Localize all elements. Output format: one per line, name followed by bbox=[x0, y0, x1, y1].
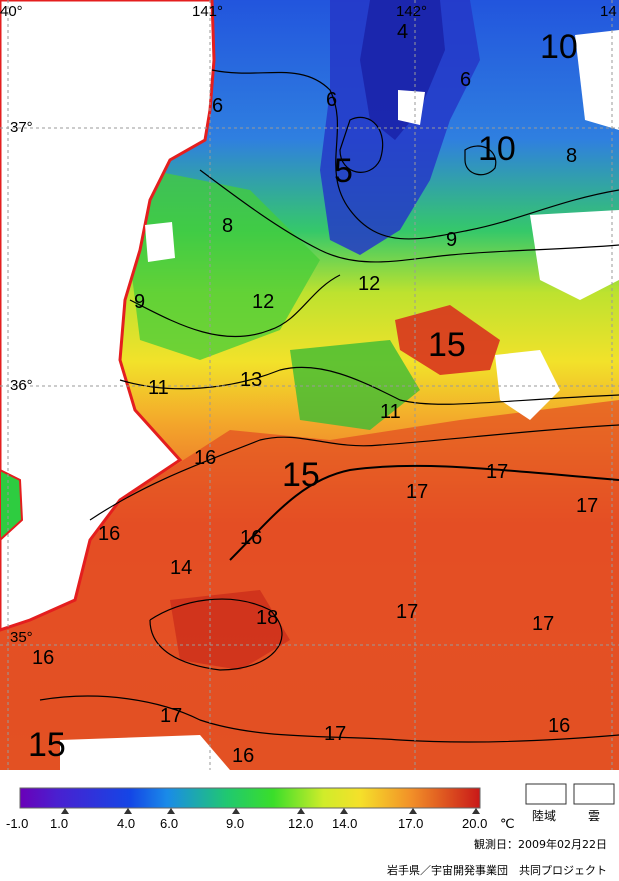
credit-line: 岩手県／宇宙開発事業団 共同プロジェクト bbox=[387, 864, 607, 877]
isotherm-label: 6 bbox=[326, 89, 337, 111]
warm-water-south bbox=[0, 400, 619, 770]
isotherm-label: 16 bbox=[32, 647, 54, 669]
scale-tick-label: 6.0 bbox=[160, 816, 178, 831]
cloud-sw bbox=[60, 735, 230, 770]
isotherm-label: 14 bbox=[170, 557, 192, 579]
cloud-coast bbox=[145, 222, 175, 262]
isotherm-label: 11 bbox=[148, 377, 169, 399]
scale-tick-label: 1.0 bbox=[50, 816, 68, 831]
lon-label-141: 141° bbox=[192, 3, 223, 20]
isotherm-label: 15 bbox=[428, 326, 466, 364]
deep-cold-core bbox=[360, 0, 445, 140]
isotherm-label: 17 bbox=[532, 613, 554, 635]
isotherm-label: 16 bbox=[194, 447, 216, 469]
isotherm-label: 17 bbox=[160, 705, 182, 727]
color-scale-bar bbox=[19, 787, 481, 809]
isotherm-label: 10 bbox=[540, 28, 578, 66]
warm-core-18 bbox=[170, 590, 290, 670]
green-zone-central bbox=[290, 340, 420, 430]
land-label: 陸域 bbox=[532, 809, 556, 823]
isotherm-label: 17 bbox=[486, 461, 508, 483]
lat-label-35: 35° bbox=[10, 629, 33, 646]
scale-tick-markers bbox=[61, 808, 480, 814]
scale-tick-label: 4.0 bbox=[117, 816, 135, 831]
isotherm-label: 6 bbox=[460, 69, 471, 91]
isotherm-label: 9 bbox=[446, 229, 457, 251]
cloud-east-2 bbox=[495, 350, 560, 420]
lat-lon-grid bbox=[0, 0, 619, 770]
cloud-swatch bbox=[573, 783, 615, 805]
isotherm-label: 11 bbox=[380, 401, 401, 423]
scale-tick-label: 14.0 bbox=[332, 816, 357, 831]
cloud-small bbox=[398, 90, 425, 125]
isotherm-label: 13 bbox=[240, 369, 262, 391]
temperature-legend: -1.0 1.0 4.0 6.0 9.0 12.0 14.0 17.0 20.0… bbox=[6, 783, 615, 831]
isotherm-label: 8 bbox=[566, 145, 577, 167]
isotherm-label: 8 bbox=[222, 215, 233, 237]
land-swatch bbox=[525, 783, 567, 805]
scale-tick-label: 17.0 bbox=[398, 816, 423, 831]
green-zone-west bbox=[130, 170, 320, 360]
isotherm-label: 6 bbox=[212, 95, 223, 117]
land-boso-stub bbox=[0, 468, 24, 542]
scale-tick-label: 20.0 bbox=[462, 816, 487, 831]
cloud-east bbox=[530, 210, 619, 300]
isotherm-label: 4 bbox=[397, 21, 408, 43]
scale-tick-label: -1.0 bbox=[6, 816, 28, 831]
isotherm-label: 10 bbox=[478, 130, 516, 168]
scale-tick-label: 9.0 bbox=[226, 816, 244, 831]
isotherm-label: 17 bbox=[576, 495, 598, 517]
observation-date: 観測日：2009年02月22日 bbox=[474, 838, 607, 851]
lon-label-140: 40° bbox=[0, 3, 23, 20]
isotherm-label: 17 bbox=[324, 723, 346, 745]
isotherm-label: 18 bbox=[256, 607, 278, 629]
isotherm-lines bbox=[39, 69, 619, 743]
warm-eddy bbox=[395, 305, 500, 375]
isotherm-label: 16 bbox=[240, 527, 262, 549]
isotherm-label: 12 bbox=[358, 273, 380, 295]
sea-surface-temperature-map: 40° 141° 142° 14 37° 36° 35° 4 6 6 6 10 … bbox=[0, 0, 619, 770]
isotherm-label: 5 bbox=[334, 152, 353, 190]
unit-label: ℃ bbox=[500, 816, 515, 831]
isotherm-label: 17 bbox=[396, 601, 418, 623]
isotherm-label: 12 bbox=[252, 291, 274, 313]
isotherm-label: 16 bbox=[232, 745, 254, 767]
cloud-label: 雲 bbox=[588, 809, 600, 823]
isotherm-label: 16 bbox=[98, 523, 120, 545]
lat-label-36: 36° bbox=[10, 377, 33, 394]
isotherm-label: 15 bbox=[282, 456, 320, 494]
cloud-ne bbox=[575, 30, 619, 130]
isotherm-label: 16 bbox=[548, 715, 570, 737]
isotherm-label: 9 bbox=[134, 291, 145, 313]
isotherm-label: 15 bbox=[28, 726, 66, 764]
lon-label-142: 142° bbox=[396, 3, 427, 20]
land-honshu bbox=[0, 0, 216, 632]
lat-label-37: 37° bbox=[10, 119, 33, 136]
scale-tick-label: 12.0 bbox=[288, 816, 313, 831]
lon-label-143: 14 bbox=[600, 3, 617, 20]
isotherm-label: 17 bbox=[406, 481, 428, 503]
